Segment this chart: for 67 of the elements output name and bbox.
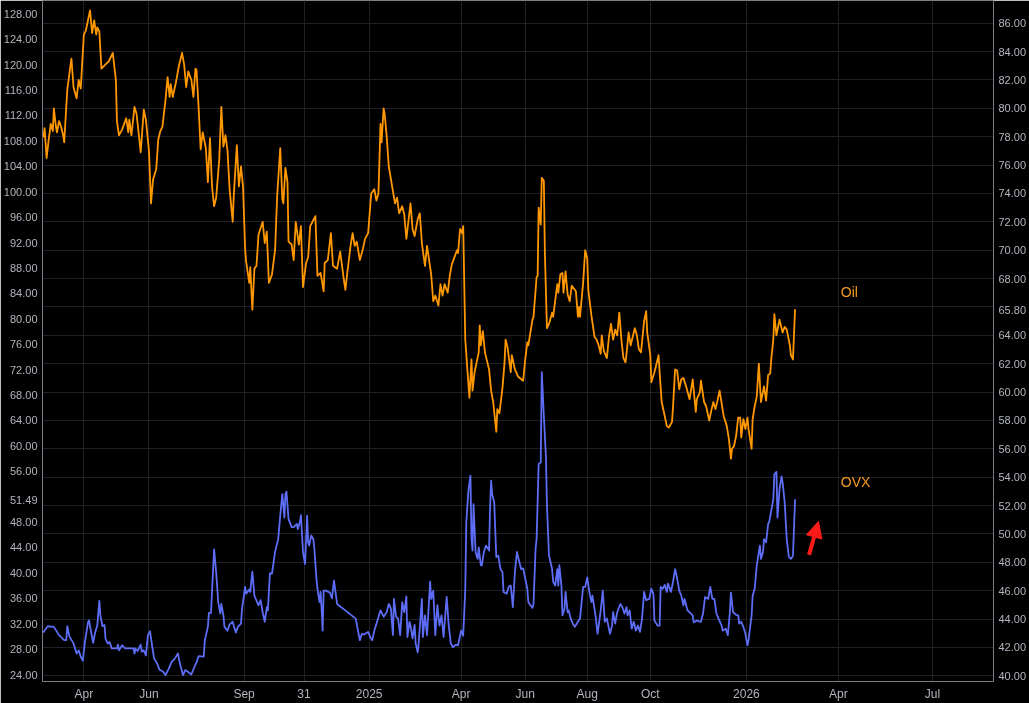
x-tick-label: Jun <box>139 686 159 701</box>
y2-tick-label: 72.00 <box>998 215 1027 228</box>
y-tick-label: 68.00 <box>9 389 38 401</box>
y2-tick-label: 52.00 <box>998 499 1027 512</box>
y2-tick-label: 78.00 <box>998 130 1027 143</box>
y2-tick-label: 80.00 <box>998 102 1027 115</box>
y2-tick-label: 42.00 <box>998 641 1027 654</box>
y-tick-label: 64.00 <box>9 414 38 427</box>
line-series <box>42 9 796 460</box>
y-tick-label: 108.00 <box>3 134 38 147</box>
y2-tick-label: 60.00 <box>998 386 1027 399</box>
y-tick-label: 116.00 <box>4 84 38 97</box>
y2-tick-label: 56.00 <box>998 442 1027 455</box>
y-tick-label: 51.49 <box>9 493 38 506</box>
y2-tick-label: 68.00 <box>998 272 1027 285</box>
y-tick-label: 100.00 <box>3 185 38 198</box>
y-tick-label: 120.00 <box>3 58 38 71</box>
y2-tick-label: 74.00 <box>998 187 1027 200</box>
x-tick-label: Jun <box>515 686 535 701</box>
y-tick-label: 92.00 <box>9 236 38 249</box>
y-tick-label: 28.00 <box>9 643 38 656</box>
y2-tick-label: 46.00 <box>998 584 1027 597</box>
x-tick-label: Apr <box>74 686 94 701</box>
y2-tick-label: 76.00 <box>998 159 1027 172</box>
y-tick-label: 88.00 <box>9 261 38 274</box>
x-tick-label: Oct <box>640 686 661 701</box>
text: Oil <box>840 283 858 300</box>
line-series <box>42 371 796 677</box>
y2-tick-label: 84.00 <box>998 45 1027 58</box>
x-tick-label: Sep <box>233 686 256 701</box>
y2-tick-label: 65.80 <box>998 303 1027 316</box>
y-tick-label: 60.00 <box>9 439 38 452</box>
y2-tick-label: 48.00 <box>998 556 1027 569</box>
y-tick-label: 44.00 <box>9 541 38 554</box>
y-tick-label: 76.00 <box>9 338 38 351</box>
y-tick-label: 40.00 <box>9 566 38 579</box>
y2-tick-label: 70.00 <box>998 244 1027 257</box>
y-tick-label: 56.00 <box>9 465 38 478</box>
y-tick-label: 96.00 <box>9 211 38 224</box>
y-tick-label: 84.00 <box>9 287 38 300</box>
y-tick-label: 80.00 <box>9 312 38 325</box>
y-tick-label: 36.00 <box>9 592 38 605</box>
y-tick-label: 24.00 <box>9 668 38 681</box>
x-tick-label: 2026 <box>733 686 761 701</box>
y-tick-label: 72.00 <box>9 363 38 376</box>
y-tick-label: 112.00 <box>4 109 38 122</box>
y2-tick-label: 44.00 <box>998 613 1027 626</box>
y2-tick-label: 64.00 <box>998 329 1027 342</box>
y-tick-label: 104.00 <box>3 160 38 173</box>
y2-tick-label: 50.00 <box>998 527 1027 540</box>
y2-tick-label: 82.00 <box>998 73 1027 86</box>
x-tick-label: Jul <box>924 686 941 701</box>
x-tick-label: Apr <box>451 686 471 701</box>
x-tick-label: Apr <box>829 686 848 701</box>
y-tick-label: 128.00 <box>3 7 38 20</box>
y2-tick-label: 86.00 <box>998 17 1027 30</box>
x-tick-label: 2025 <box>355 686 383 701</box>
y2-tick-label: 62.00 <box>998 357 1027 370</box>
text: OVX <box>840 473 872 490</box>
y-tick-label: 32.00 <box>9 617 38 630</box>
y2-tick-label: 40.00 <box>998 669 1027 682</box>
x-tick-label: 31 <box>297 686 312 701</box>
y2-tick-label: 58.00 <box>998 414 1027 427</box>
y-tick-label: 124.00 <box>3 33 38 46</box>
y-tick-label: 48.00 <box>9 516 38 529</box>
x-tick-label: Aug <box>576 686 598 701</box>
y2-tick-label: 54.00 <box>998 471 1027 484</box>
